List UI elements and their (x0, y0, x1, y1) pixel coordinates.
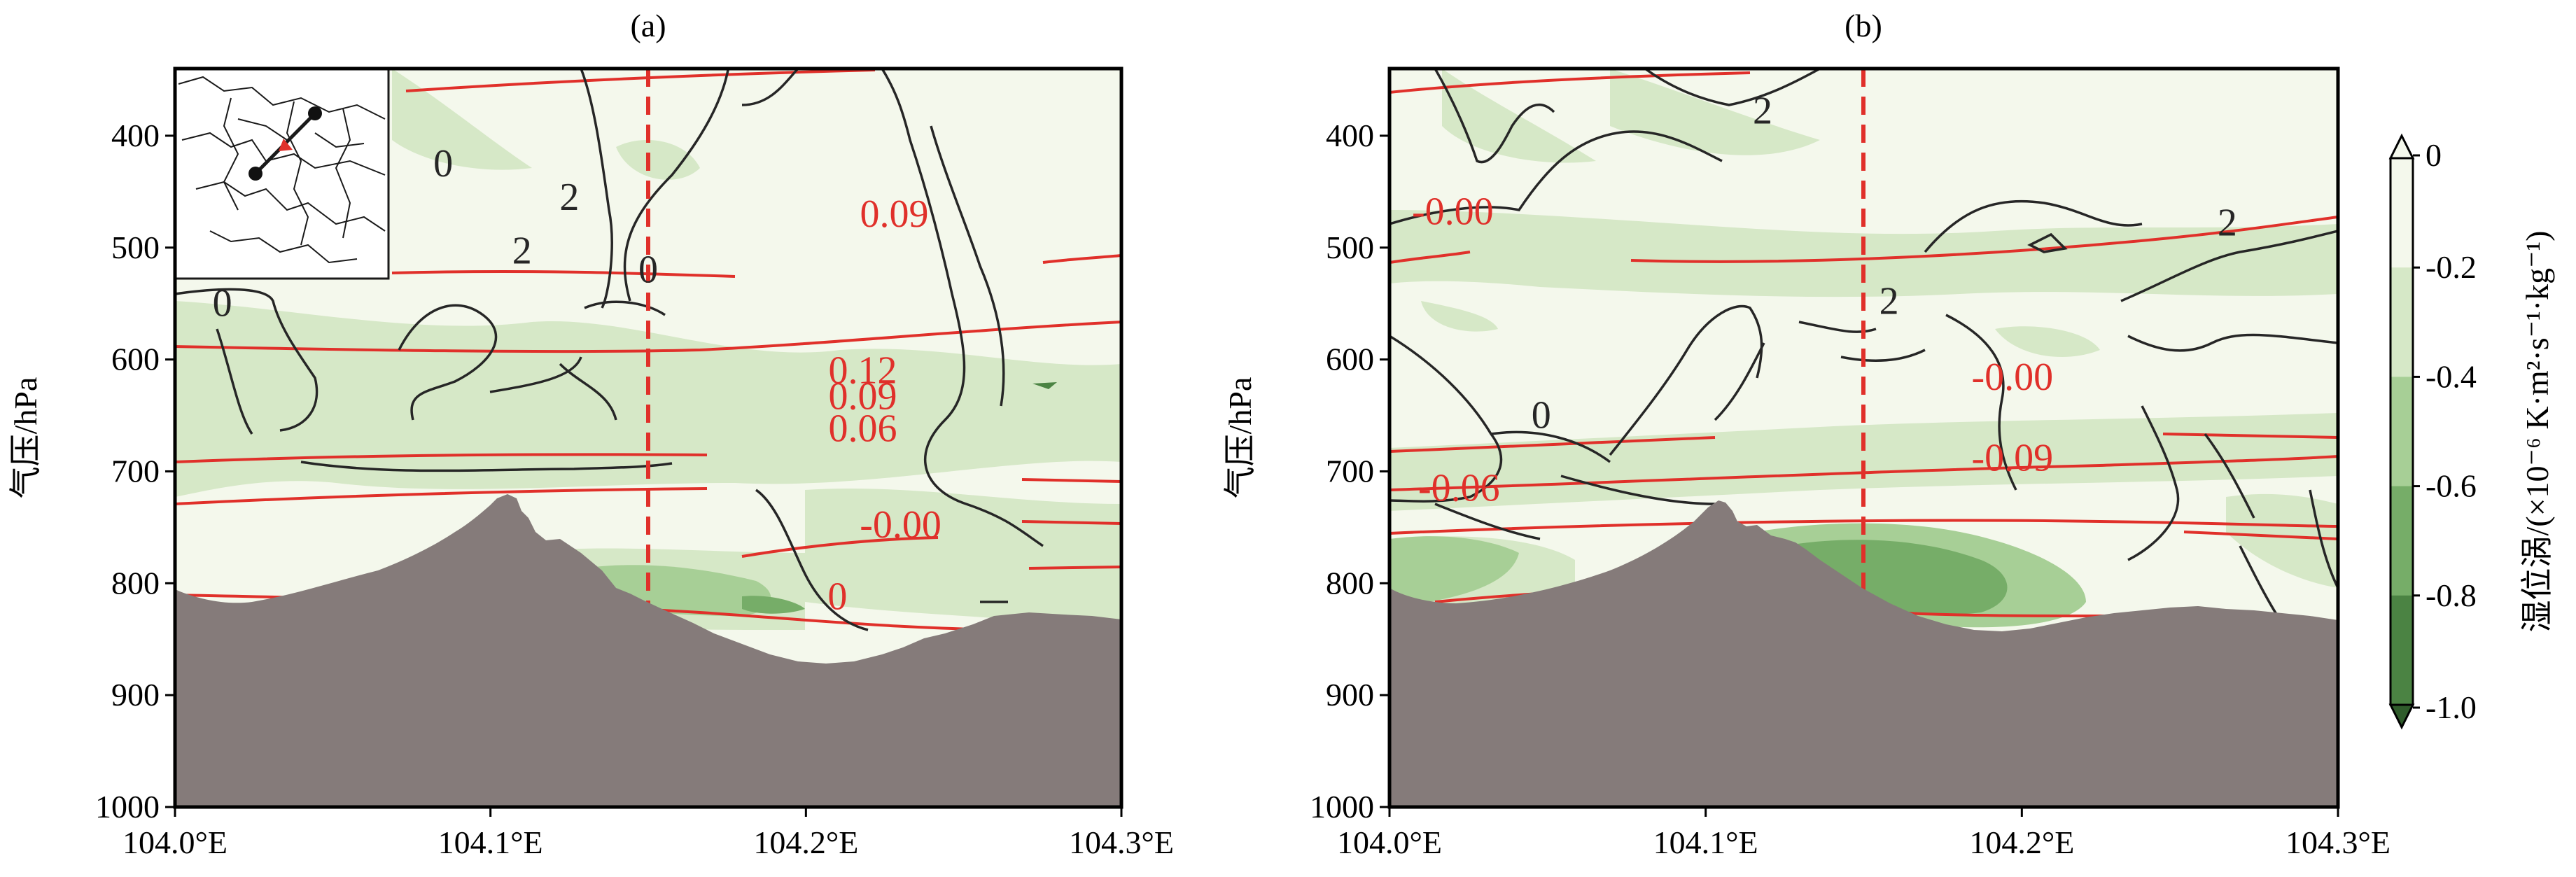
colorbar-tick-label: -0.6 (2426, 468, 2477, 504)
axes: 104.0°E 104.1°E 104.2°E 104.3°E 400 500 600 700… (8, 118, 1174, 860)
colorbar-segment (2390, 158, 2413, 268)
colorbar-extend-top (2388, 133, 2415, 160)
x-tick-label: 104.3°E (2286, 825, 2390, 860)
y-tick-label: 900 (111, 677, 160, 713)
y-tick-label: 1000 (95, 789, 160, 825)
red-contour-label: 0.12 (828, 349, 897, 393)
black-contours (175, 69, 1044, 631)
black-contour-labels: 2 2 2 0 (1532, 90, 2237, 437)
y-tick-label: 600 (111, 342, 160, 377)
panel-title: (a) (630, 8, 666, 43)
y-tick-label: 500 (111, 230, 160, 265)
black-contour-label: 0 (213, 282, 232, 325)
panel-title: (b) (1844, 8, 1882, 43)
y-axis-label: 气压/hPa (1222, 377, 1258, 499)
red-contour-label: 0.06 (828, 407, 897, 451)
y-tick-label: 800 (1326, 565, 1374, 601)
x-tick-label: 104.2°E (1969, 825, 2074, 860)
colorbar-tick-label: -0.4 (2426, 358, 2477, 394)
colorbar-tick-label: -0.8 (2426, 577, 2477, 613)
red-contour-label: -0.00 (1412, 190, 1494, 234)
y-axis-label: 气压/hPa (8, 377, 43, 499)
x-tick-label: 104.2°E (753, 825, 858, 860)
red-contour-labels: -0.00 -0.00 -0.09 -0.06 (1412, 190, 2053, 510)
colorbar-label: 湿位涡/(×10⁻⁶ K·m²·s⁻¹·kg⁻¹) (2519, 231, 2555, 633)
colorbar-frame (2389, 157, 2414, 706)
y-tick-label: 700 (111, 453, 160, 489)
red-contour-label: -0.00 (860, 503, 941, 547)
terrain (1390, 500, 2338, 807)
colorbar: 0 -0.2 -0.4 -0.6 -0.8 -1.0 湿位涡/(×10⁻⁶ K·m²·s⁻¹… (2388, 133, 2555, 730)
panel-b: (b) (1222, 8, 2390, 860)
black-contour-label: 2 (512, 230, 532, 273)
black-contour-label: 2 (2218, 202, 2237, 245)
axes: 104.0°E 104.1°E 104.2°E 104.3°E 400 500 600 700… (1222, 118, 2390, 860)
terrain (175, 494, 1121, 807)
x-tick-label: 104.0°E (1337, 825, 1442, 860)
mpv-fill-left (1390, 536, 1519, 602)
panel-a: (a) (8, 8, 1174, 860)
y-tick-label: 1000 (1310, 789, 1374, 825)
black-contour-label: 2 (559, 176, 579, 219)
red-contour-label: -0.00 (1971, 356, 2053, 399)
y-tick-label: 700 (1326, 453, 1374, 489)
colorbar-extend-bottom (2388, 703, 2415, 730)
x-tick-label: 104.1°E (1653, 825, 1758, 860)
y-tick-label: 400 (1326, 118, 1374, 153)
red-contour-label: -0.06 (1418, 466, 1500, 510)
black-contour-label: 0 (433, 142, 453, 185)
black-contour-label: 0 (638, 248, 658, 292)
colorbar-tick-label: -0.2 (2426, 249, 2477, 285)
y-tick-label: 500 (1326, 230, 1374, 265)
colorbar-segment (2390, 486, 2413, 596)
colorbar-segment (2390, 377, 2413, 487)
x-tick-label: 104.1°E (438, 825, 543, 860)
black-contour-labels: 0 22 0 0 (213, 142, 658, 325)
x-tick-label: 104.0°E (122, 825, 227, 860)
colorbar-segment (2390, 595, 2413, 706)
y-tick-label: 900 (1326, 677, 1374, 713)
x-tick-label: 104.3°E (1069, 825, 1174, 860)
plot-frame (1387, 66, 2340, 809)
black-contour-label: 0 (1532, 394, 1551, 437)
red-contour-labels: 0.090.120.090.06-0.000 (827, 192, 941, 619)
inset-map (174, 67, 390, 280)
mpv-fill-spot (1032, 382, 1057, 389)
colorbar-segment (2390, 267, 2413, 377)
red-contour-label: -0.09 (1971, 436, 2053, 479)
red-contour-label: 0.09 (828, 374, 897, 418)
red-contour-label: 0.09 (860, 192, 929, 236)
y-tick-label: 600 (1326, 342, 1374, 377)
colorbar-tick-label: 0 (2426, 137, 2442, 173)
y-tick-label: 800 (111, 565, 160, 601)
black-contour-label: 2 (1879, 279, 1899, 323)
red-contour-label: 0 (827, 575, 847, 618)
mpv-fill-core (742, 596, 805, 614)
y-tick-label: 400 (111, 118, 160, 153)
black-contour-label: 2 (1753, 90, 1772, 133)
colorbar-tick-label: -1.0 (2426, 689, 2477, 725)
plot-frame (173, 66, 1124, 809)
